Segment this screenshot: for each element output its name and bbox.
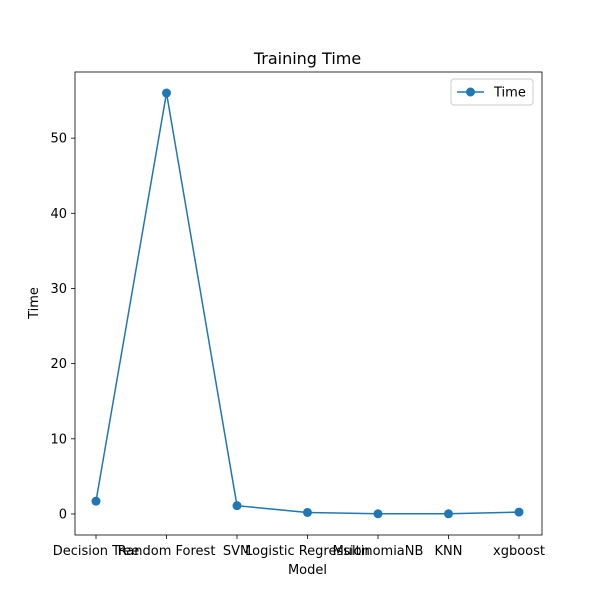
data-point [444,509,453,519]
x-tick-label: MultinomiaNB [333,544,424,559]
data-point [232,501,242,511]
legend-entry: Time [493,86,526,101]
data-point [373,509,383,519]
y-axis-label: Time [27,287,42,320]
chart-title: Training Time [253,49,361,68]
x-tick-label: SVM [223,544,251,559]
x-tick-label: Logistic Regression [245,544,370,559]
y-tick-label: 40 [50,207,67,222]
x-tick-label: xgboost [493,544,545,559]
y-tick-label: 0 [59,507,67,522]
data-point [303,507,312,517]
x-tick-label: Decision Tree [53,544,140,559]
y-tick-label: 50 [50,132,67,147]
data-point [91,496,101,506]
data-point [514,507,524,517]
x-tick-label: Random Forest [118,544,216,559]
axes-frame [74,71,543,536]
data-point [162,88,171,98]
y-tick-label: 30 [50,282,67,297]
y-tick-label: 10 [50,432,67,447]
legend-box [450,78,534,106]
y-tick-label: 20 [50,357,67,372]
legend-marker-sample [466,87,475,97]
x-axis-label: Model [288,563,327,578]
x-tick-label: KNN [435,544,463,559]
legend: Time [450,78,534,106]
